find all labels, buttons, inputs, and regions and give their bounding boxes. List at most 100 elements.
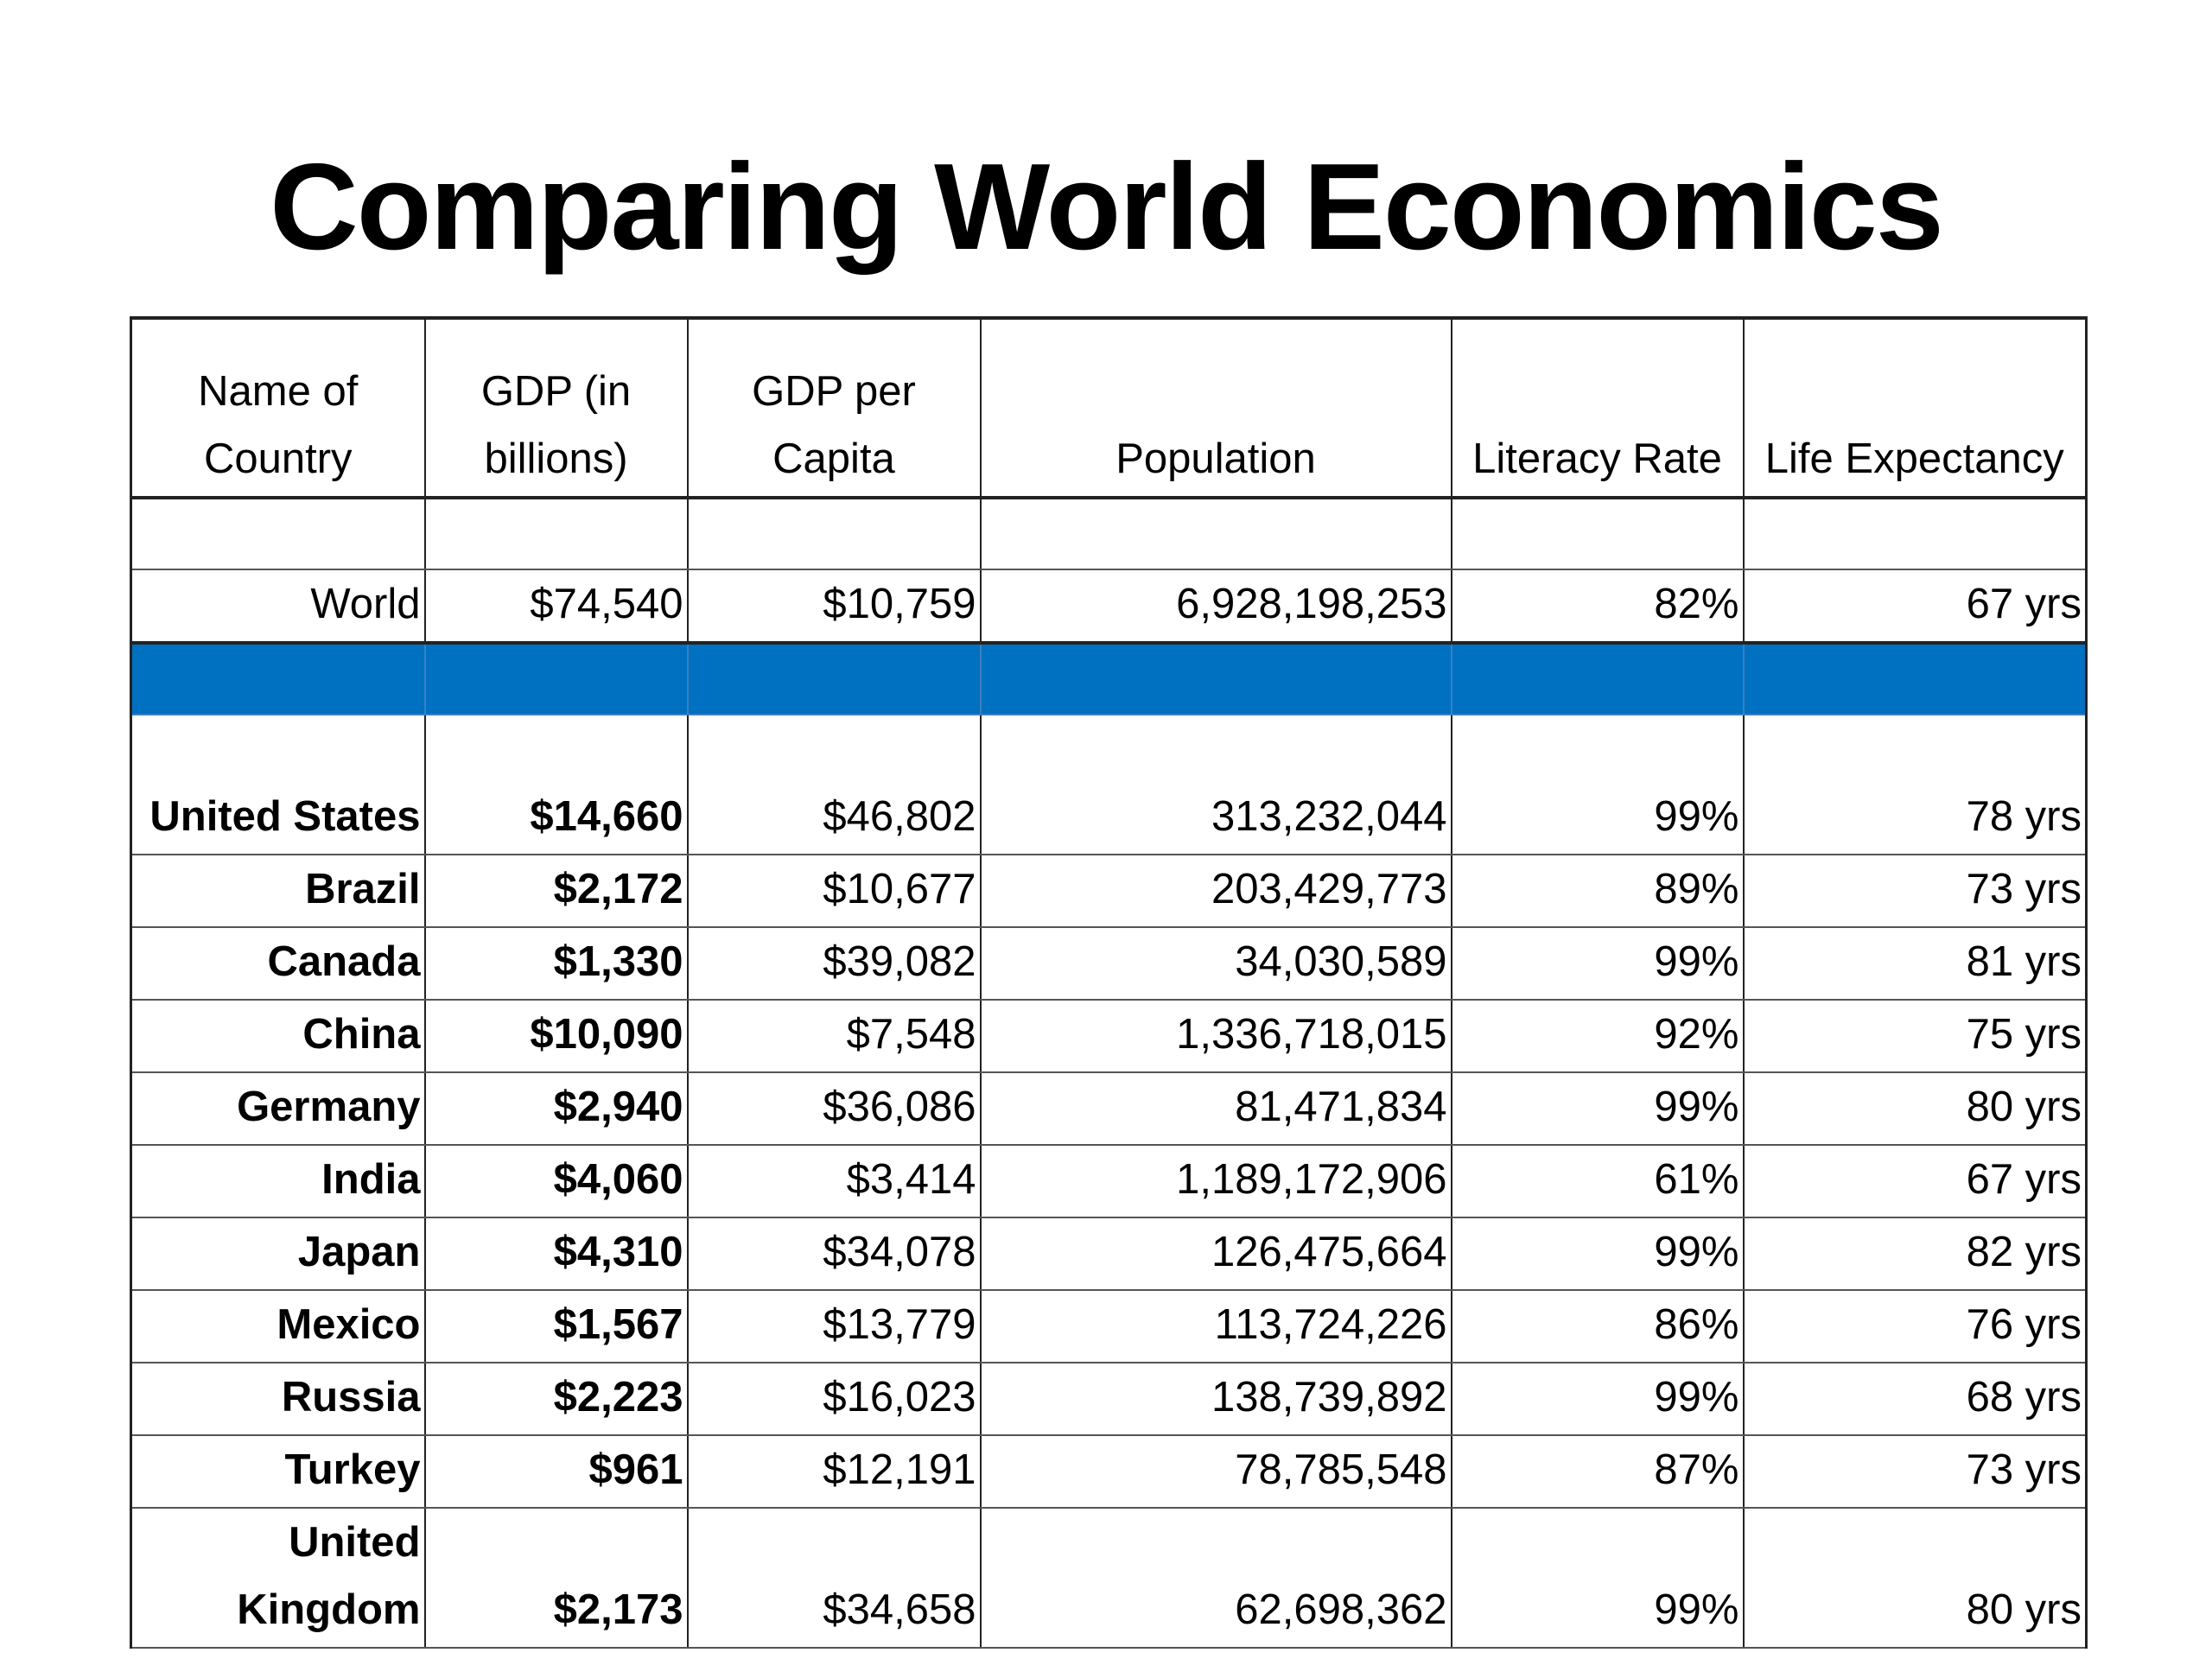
empty-row [130,497,2088,570]
country-name-cell: Japan [130,1217,426,1291]
life-expectancy-cell: 73 yrs [1742,1434,2088,1509]
gdp-cell: $1,330 [423,926,689,1001]
country-name-cell: India [130,1144,426,1218]
gdp-per-capita-cell: $39,082 [686,926,982,1001]
literacy-rate-cell: 99% [1450,1217,1745,1291]
literacy-rate-cell: 86% [1450,1289,1745,1363]
population-cell: 62,698,362 [979,1507,1452,1649]
gdp-cell: $4,310 [423,1217,689,1291]
country-name-cell: United Kingdom [130,1507,426,1649]
gdp-cell: $2,172 [423,854,689,928]
gdp-cell: $2,223 [423,1362,689,1436]
literacy-rate-cell: 99% [1450,1071,1745,1146]
life-expectancy-cell: 80 yrs [1742,1507,2088,1649]
life-expectancy-cell: 67 yrs [1742,1144,2088,1218]
gdp-cell: $2,173 [423,1507,689,1649]
world-life-expectancy: 67 yrs [1742,569,2088,645]
separator-cell [130,642,426,715]
gdp-per-capita-cell: $13,779 [686,1289,982,1363]
population-cell: 81,471,834 [979,1071,1452,1146]
table-row: Mexico $1,567 $13,779 113,724,226 86% 76 yrs [130,1289,2088,1363]
separator-cell [1742,642,2088,715]
life-expectancy-cell: 75 yrs [1742,999,2088,1073]
gdp-per-capita-cell: $46,802 [686,714,982,855]
population-cell: 78,785,548 [979,1434,1452,1509]
life-expectancy-cell: 76 yrs [1742,1289,2088,1363]
gdp-cell: $2,940 [423,1071,689,1146]
empty-cell [423,497,689,570]
population-cell: 138,739,892 [979,1362,1452,1436]
life-expectancy-cell: 68 yrs [1742,1362,2088,1436]
world-row: World $74,540 $10,759 6,928,198,253 82% … [130,569,2088,645]
population-cell: 34,030,589 [979,926,1452,1001]
country-name-cell: Mexico [130,1289,426,1363]
population-cell: 1,189,172,906 [979,1144,1452,1218]
gdp-cell: $10,090 [423,999,689,1073]
gdp-per-capita-cell: $7,548 [686,999,982,1073]
table-row: United Kingdom $2,173 $34,658 62,698,362 99%… [130,1507,2088,1649]
table-row: Brazil $2,172 $10,677 203,429,773 89% 73 yrs [130,854,2088,928]
gdp-per-capita-cell: $16,023 [686,1362,982,1436]
header-row: Name of Country GDP (in billions) GDP pe… [130,316,2088,499]
header-gdp: GDP (in billions) [423,316,689,499]
country-name-cell: China [130,999,426,1073]
gdp-per-capita-cell: $3,414 [686,1144,982,1218]
gdp-per-capita-cell: $34,658 [686,1507,982,1649]
country-name-cell: Germany [130,1071,426,1146]
separator-cell [686,642,982,715]
table-row: United States $14,660 $46,802 313,232,044 99… [130,714,2088,855]
gdp-cell: $961 [423,1434,689,1509]
page-title: Comparing World Economics [270,138,1944,276]
country-name-cell: United States [130,714,426,855]
empty-cell [979,497,1452,570]
life-expectancy-cell: 80 yrs [1742,1071,2088,1146]
population-cell: 113,724,226 [979,1289,1452,1363]
gdp-cell: $1,567 [423,1289,689,1363]
header-population: Population [979,316,1452,499]
population-cell: 126,475,664 [979,1217,1452,1291]
gdp-per-capita-cell: $12,191 [686,1434,982,1509]
literacy-rate-cell: 89% [1450,854,1745,928]
header-life-expectancy: Life Expectancy [1742,316,2088,499]
world-name: World [130,569,426,645]
literacy-rate-cell: 87% [1450,1434,1745,1509]
separator-cell [423,642,689,715]
separator-cell [979,642,1452,715]
literacy-rate-cell: 92% [1450,999,1745,1073]
economics-table: Name of Country GDP (in billions) GDP pe… [130,316,2088,1649]
gdp-per-capita-cell: $10,677 [686,854,982,928]
country-name-cell: Russia [130,1362,426,1436]
world-population: 6,928,198,253 [979,569,1452,645]
header-literacy: Literacy Rate [1450,316,1745,499]
table-row: India $4,060 $3,414 1,189,172,906 61% 67 yrs [130,1144,2088,1218]
header-country: Name of Country [130,316,426,499]
separator-cell [1450,642,1745,715]
empty-cell [686,497,982,570]
literacy-rate-cell: 99% [1450,1362,1745,1436]
table-row: Canada $1,330 $39,082 34,030,589 99% 81 yrs [130,926,2088,1001]
population-cell: 313,232,044 [979,714,1452,855]
table-row: Russia $2,223 $16,023 138,739,892 99% 68 yrs [130,1362,2088,1436]
table-row: Japan $4,310 $34,078 126,475,664 99% 82 yrs [130,1217,2088,1291]
country-name-cell: Brazil [130,854,426,928]
gdp-per-capita-cell: $34,078 [686,1217,982,1291]
country-name-cell: Turkey [130,1434,426,1509]
literacy-rate-cell: 99% [1450,926,1745,1001]
separator-row [130,642,2088,715]
life-expectancy-cell: 82 yrs [1742,1217,2088,1291]
gdp-cell: $14,660 [423,714,689,855]
population-cell: 203,429,773 [979,854,1452,928]
empty-cell [130,497,426,570]
world-gdp: $74,540 [423,569,689,645]
life-expectancy-cell: 78 yrs [1742,714,2088,855]
gdp-cell: $4,060 [423,1144,689,1218]
country-name-cell: Canada [130,926,426,1001]
table-row: China $10,090 $7,548 1,336,718,015 92% 75 yrs [130,999,2088,1073]
gdp-per-capita-cell: $36,086 [686,1071,982,1146]
literacy-rate-cell: 99% [1450,1507,1745,1649]
empty-cell [1742,497,2088,570]
life-expectancy-cell: 73 yrs [1742,854,2088,928]
table-row: Turkey $961 $12,191 78,785,548 87% 73 yrs [130,1434,2088,1509]
literacy-rate-cell: 99% [1450,714,1745,855]
life-expectancy-cell: 81 yrs [1742,926,2088,1001]
